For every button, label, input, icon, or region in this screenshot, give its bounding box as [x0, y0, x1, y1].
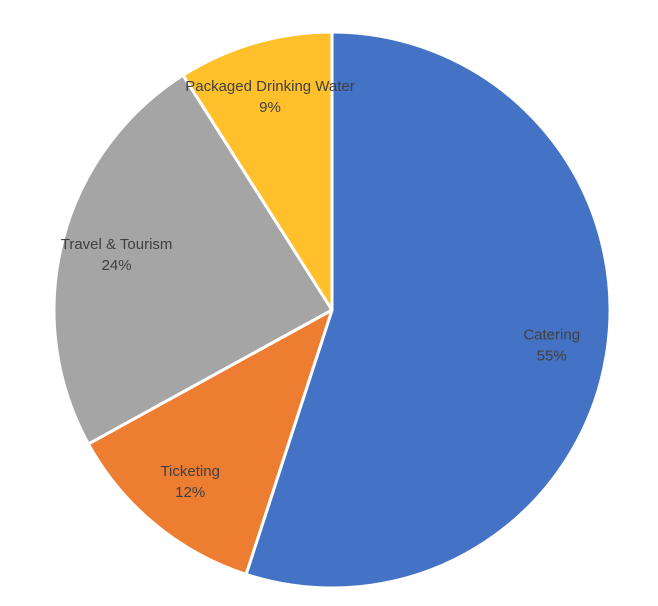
pie-slices	[52, 30, 612, 590]
pie-slice-catering	[244, 30, 612, 590]
slice-percent-label: 9%	[259, 99, 281, 116]
slice-category-label: Travel & Tourism	[61, 236, 173, 253]
pie-slice-ticketing	[86, 308, 334, 576]
slice-percent-label: 55%	[537, 347, 567, 364]
pie-labels: Catering 55% Ticketing 12% Travel & Tourism 2…	[61, 78, 580, 501]
pie-slice-travel-tourism	[52, 73, 334, 446]
slice-category-label: Packaged Drinking Water	[185, 78, 355, 95]
slice-category-label: Ticketing	[160, 463, 219, 480]
slice-category-label: Catering	[523, 326, 580, 343]
slice-percent-label: 24%	[102, 257, 132, 274]
slice-percent-label: 12%	[175, 484, 205, 501]
pie-slice-packaged-drinking-water	[181, 30, 334, 312]
